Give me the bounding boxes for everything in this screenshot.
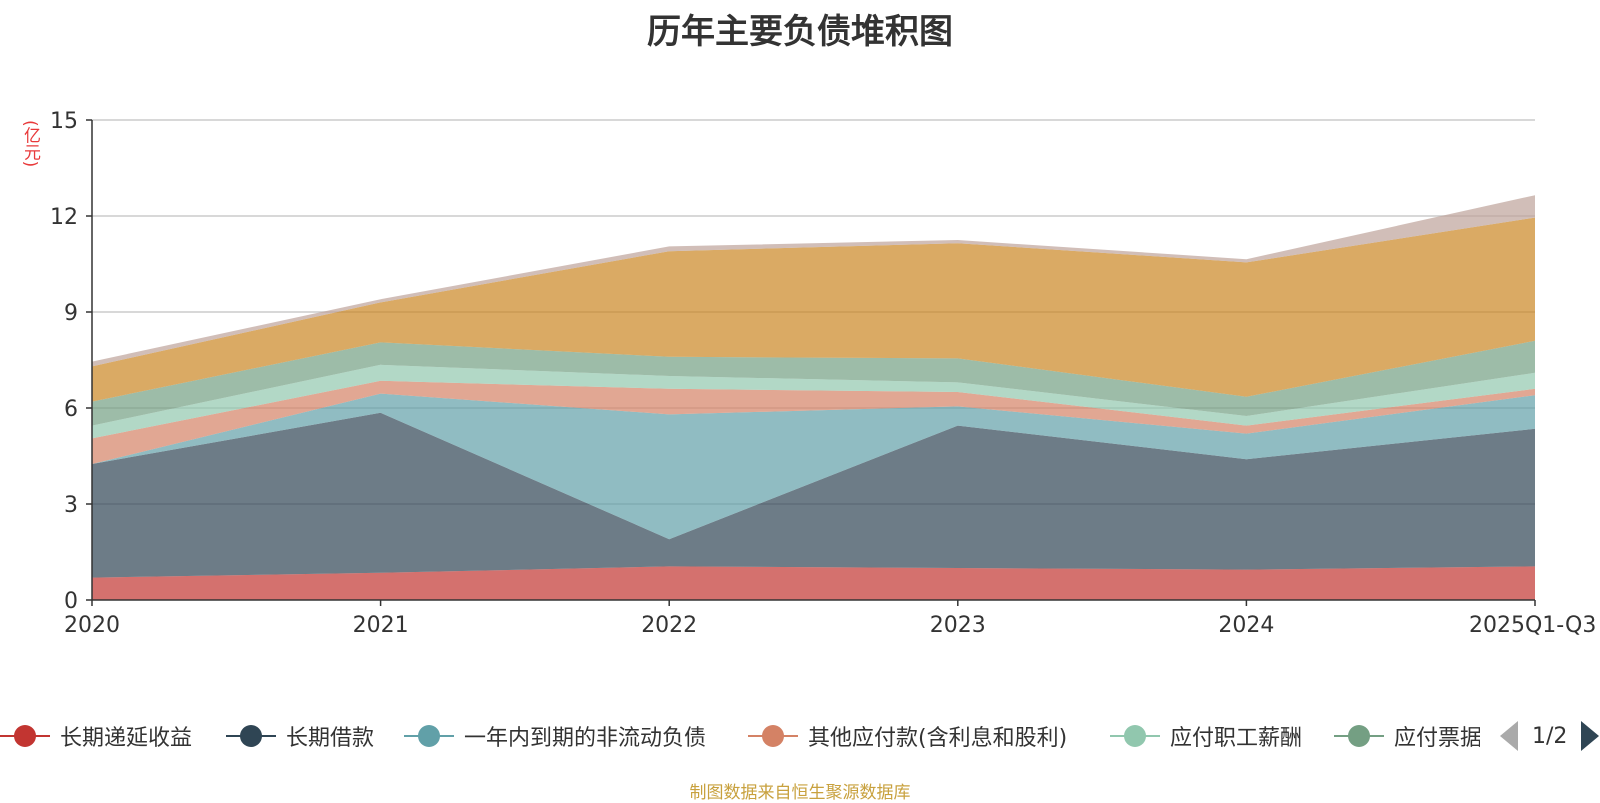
- legend-label: 一年内到期的非流动负债: [464, 726, 707, 751]
- x-tick-label: 2024: [1218, 613, 1274, 638]
- x-tick-label: 2021: [353, 613, 409, 638]
- area-series-6: [92, 217, 1535, 402]
- legend-marker-icon: [748, 721, 798, 751]
- area-series-3: [92, 380, 1535, 464]
- legend-prev-page-icon[interactable]: [1500, 721, 1518, 751]
- chart-title: 历年主要负债堆积图: [647, 12, 953, 52]
- legend-label: 应付票据: [1394, 726, 1480, 751]
- legend-marker-icon: [0, 721, 50, 751]
- legend-pager: 1/2: [1500, 718, 1600, 754]
- area-series-5: [92, 340, 1535, 426]
- y-tick-label: 15: [50, 109, 78, 134]
- legend-page-indicator: 1/2: [1532, 723, 1568, 749]
- legend-item[interactable]: 长期递延收益: [0, 718, 192, 754]
- area-series-0: [92, 566, 1535, 600]
- chart-legend: 长期递延收益 长期借款 一年内到期的非流动负债 其他应付款(含利息和股利) 应付职工薪酬…: [0, 718, 1480, 754]
- y-tick-label: 12: [50, 205, 78, 230]
- x-tick-labels: 2020 2021 2022 2023 2024 2025Q1-Q3: [64, 613, 1596, 638]
- y-axis-unit-label: (亿元): [20, 120, 40, 168]
- legend-item[interactable]: 应付票据: [1334, 718, 1480, 754]
- x-tick-label: 2025Q1-Q3: [1469, 613, 1596, 638]
- legend-marker-icon: [226, 721, 276, 751]
- x-tick-label: 2020: [64, 613, 120, 638]
- legend-item[interactable]: 其他应付款(含利息和股利): [748, 718, 1067, 754]
- x-tick-label: 2023: [930, 613, 986, 638]
- legend-label: 其他应付款(含利息和股利): [808, 726, 1068, 751]
- legend-label: 长期递延收益: [60, 726, 193, 751]
- axes: [86, 119, 1536, 606]
- area-series-4: [92, 364, 1535, 439]
- area-series-1: [92, 412, 1535, 578]
- legend-label: 长期借款: [286, 726, 375, 751]
- y-tick-label: 9: [64, 301, 78, 326]
- y-tick-label: 3: [64, 493, 78, 518]
- area-series-2: [92, 393, 1535, 540]
- y-tick-labels: 0 3 6 9 12 15: [50, 109, 78, 614]
- legend-next-page-icon[interactable]: [1581, 721, 1600, 751]
- y-tick-label: 0: [64, 589, 78, 614]
- legend-item[interactable]: 一年内到期的非流动负债: [404, 718, 706, 754]
- legend-marker-icon: [1110, 721, 1160, 751]
- legend-marker-icon: [1334, 721, 1384, 751]
- area-series: [92, 195, 1535, 600]
- x-tick-label: 2022: [641, 613, 697, 638]
- data-source-note: 制图数据来自恒生聚源数据库: [689, 783, 911, 803]
- legend-item[interactable]: 应付职工薪酬: [1110, 718, 1302, 754]
- legend-marker-icon: [404, 721, 454, 751]
- y-tick-label: 6: [64, 397, 78, 422]
- legend-label: 应付职工薪酬: [1170, 726, 1303, 751]
- legend-item[interactable]: 长期借款: [226, 718, 374, 754]
